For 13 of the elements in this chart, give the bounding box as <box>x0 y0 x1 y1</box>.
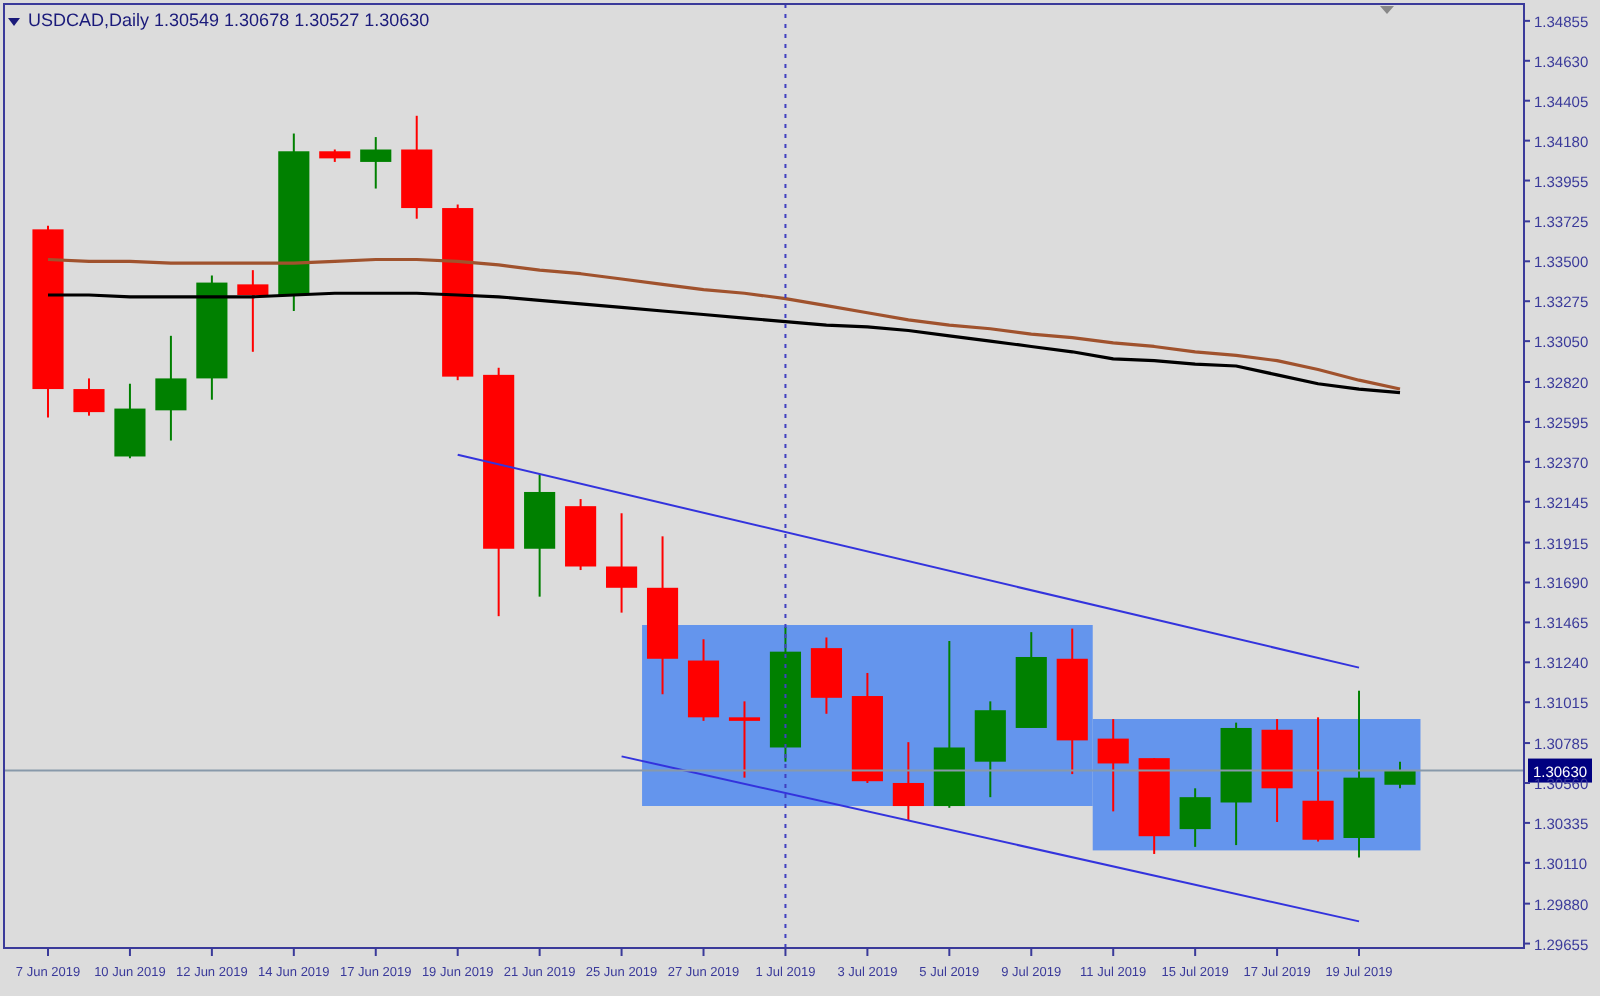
line-series <box>46 257 1402 391</box>
candlestick <box>1097 718 1129 813</box>
candlestick <box>1302 716 1334 843</box>
candlestick <box>114 382 146 460</box>
candlestick <box>1179 787 1211 848</box>
candlestick <box>237 269 269 353</box>
candlestick <box>155 334 187 442</box>
chart-title: USDCAD,Daily 1.30549 1.30678 1.30527 1.30630 <box>28 10 430 30</box>
candlestick <box>728 700 761 779</box>
candlestick <box>73 377 105 417</box>
candlestick <box>892 741 924 822</box>
candlestick <box>606 512 638 614</box>
candlestick <box>360 136 392 190</box>
